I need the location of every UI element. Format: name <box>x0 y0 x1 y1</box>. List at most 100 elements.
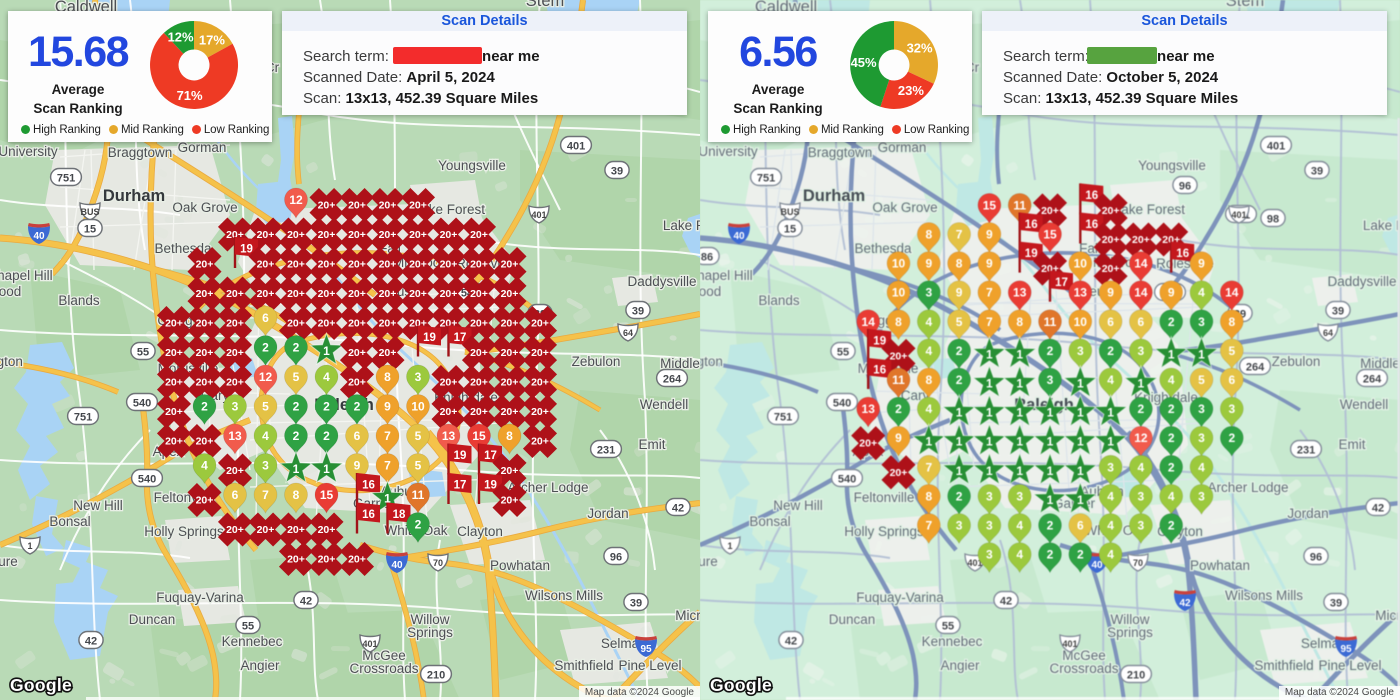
svg-text:751: 751 <box>774 412 792 424</box>
svg-text:2: 2 <box>1168 460 1175 474</box>
svg-text:Wilsons Mills: Wilsons Mills <box>525 588 603 603</box>
svg-text:8: 8 <box>925 228 932 242</box>
svg-text:Pine Level: Pine Level <box>618 658 681 673</box>
svg-text:11: 11 <box>1044 315 1057 329</box>
svg-text:20+: 20+ <box>470 406 488 418</box>
svg-text:20+: 20+ <box>1102 234 1120 246</box>
svg-text:42: 42 <box>1000 596 1012 608</box>
svg-text:16: 16 <box>362 480 375 492</box>
svg-text:20+: 20+ <box>470 318 488 330</box>
svg-text:86: 86 <box>701 252 713 264</box>
svg-text:20+: 20+ <box>470 259 488 271</box>
svg-text:Clayton: Clayton <box>457 524 503 539</box>
svg-text:231: 231 <box>597 445 615 457</box>
svg-text:1: 1 <box>925 435 932 449</box>
svg-text:ure: ure <box>0 554 18 569</box>
svg-text:Crossroads: Crossroads <box>349 661 418 676</box>
svg-text:19: 19 <box>454 450 467 462</box>
svg-text:20+: 20+ <box>531 377 549 389</box>
svg-text:20+: 20+ <box>501 259 519 271</box>
svg-text:7: 7 <box>956 228 963 242</box>
svg-text:Micr: Micr <box>675 608 700 623</box>
svg-text:20+: 20+ <box>318 259 336 271</box>
svg-text:3: 3 <box>232 400 239 414</box>
svg-text:20+: 20+ <box>287 288 305 300</box>
svg-text:2: 2 <box>1168 315 1175 329</box>
svg-text:Youngsville: Youngsville <box>1138 158 1206 173</box>
svg-text:16: 16 <box>1025 219 1038 231</box>
svg-text:20+: 20+ <box>196 347 214 359</box>
svg-text:32%: 32% <box>907 40 933 55</box>
svg-text:20+: 20+ <box>257 229 275 241</box>
svg-text:20+: 20+ <box>379 200 397 212</box>
svg-text:2: 2 <box>1168 431 1175 445</box>
svg-text:3: 3 <box>1198 402 1205 416</box>
svg-text:2: 2 <box>1228 431 1235 445</box>
svg-text:39: 39 <box>632 306 644 318</box>
svg-text:95: 95 <box>640 644 652 655</box>
svg-text:Jordan: Jordan <box>587 506 628 521</box>
svg-text:Duncan: Duncan <box>829 612 876 627</box>
svg-text:9: 9 <box>1107 286 1114 300</box>
svg-text:20+: 20+ <box>501 495 519 507</box>
svg-text:2: 2 <box>1047 548 1054 562</box>
svg-text:ure: ure <box>700 554 718 569</box>
svg-text:4: 4 <box>1138 460 1145 474</box>
svg-text:8: 8 <box>1228 315 1235 329</box>
svg-text:751: 751 <box>74 412 92 424</box>
svg-text:3: 3 <box>1016 489 1023 503</box>
svg-text:1: 1 <box>1077 377 1084 391</box>
svg-text:Wilsons Mills: Wilsons Mills <box>1225 588 1303 603</box>
svg-text:42: 42 <box>85 636 97 648</box>
svg-text:4: 4 <box>1107 519 1114 533</box>
svg-text:10: 10 <box>892 257 906 271</box>
svg-text:20+: 20+ <box>501 465 519 477</box>
svg-text:20+: 20+ <box>501 406 519 418</box>
svg-text:42: 42 <box>1372 503 1384 515</box>
svg-text:6: 6 <box>1107 315 1114 329</box>
svg-text:3: 3 <box>925 286 932 300</box>
svg-text:Fuquay-Varina: Fuquay-Varina <box>856 590 944 605</box>
svg-text:Willow: Willow <box>1111 612 1150 627</box>
svg-text:3: 3 <box>1228 402 1235 416</box>
svg-text:2: 2 <box>293 341 300 355</box>
svg-text:20+: 20+ <box>501 347 519 359</box>
svg-text:39: 39 <box>1330 598 1342 610</box>
svg-text:2: 2 <box>262 341 269 355</box>
svg-text:14: 14 <box>1225 286 1239 300</box>
svg-text:19: 19 <box>423 332 436 344</box>
svg-text:1: 1 <box>1107 435 1114 449</box>
svg-text:55: 55 <box>837 347 849 359</box>
svg-text:45%: 45% <box>851 55 877 70</box>
svg-text:1: 1 <box>1016 435 1023 449</box>
svg-text:20+: 20+ <box>470 347 488 359</box>
svg-text:Selma: Selma <box>1301 636 1340 651</box>
svg-text:40: 40 <box>391 560 403 571</box>
svg-text:23%: 23% <box>898 83 924 98</box>
svg-text:2: 2 <box>323 400 330 414</box>
svg-text:BUS: BUS <box>780 207 799 217</box>
svg-text:16: 16 <box>1176 248 1189 260</box>
svg-text:1: 1 <box>1016 464 1023 478</box>
svg-text:2: 2 <box>895 402 902 416</box>
svg-text:Blands: Blands <box>58 293 100 308</box>
svg-text:2: 2 <box>1077 548 1084 562</box>
svg-text:20+: 20+ <box>379 229 397 241</box>
svg-text:20+: 20+ <box>531 406 549 418</box>
svg-text:2: 2 <box>293 429 300 443</box>
svg-text:Stem: Stem <box>526 0 565 10</box>
svg-text:13: 13 <box>862 402 876 416</box>
svg-text:4: 4 <box>323 370 330 384</box>
svg-text:10: 10 <box>892 286 906 300</box>
svg-text:Kennebec: Kennebec <box>922 634 983 649</box>
svg-text:11: 11 <box>412 488 425 502</box>
svg-text:2: 2 <box>415 518 422 532</box>
svg-text:14: 14 <box>862 315 876 329</box>
svg-text:9: 9 <box>956 286 963 300</box>
svg-text:3: 3 <box>262 459 269 473</box>
svg-text:17: 17 <box>454 480 467 492</box>
svg-text:20+: 20+ <box>287 318 305 330</box>
svg-text:20+: 20+ <box>440 229 458 241</box>
svg-text:15: 15 <box>84 224 96 236</box>
svg-text:1: 1 <box>1047 464 1054 478</box>
